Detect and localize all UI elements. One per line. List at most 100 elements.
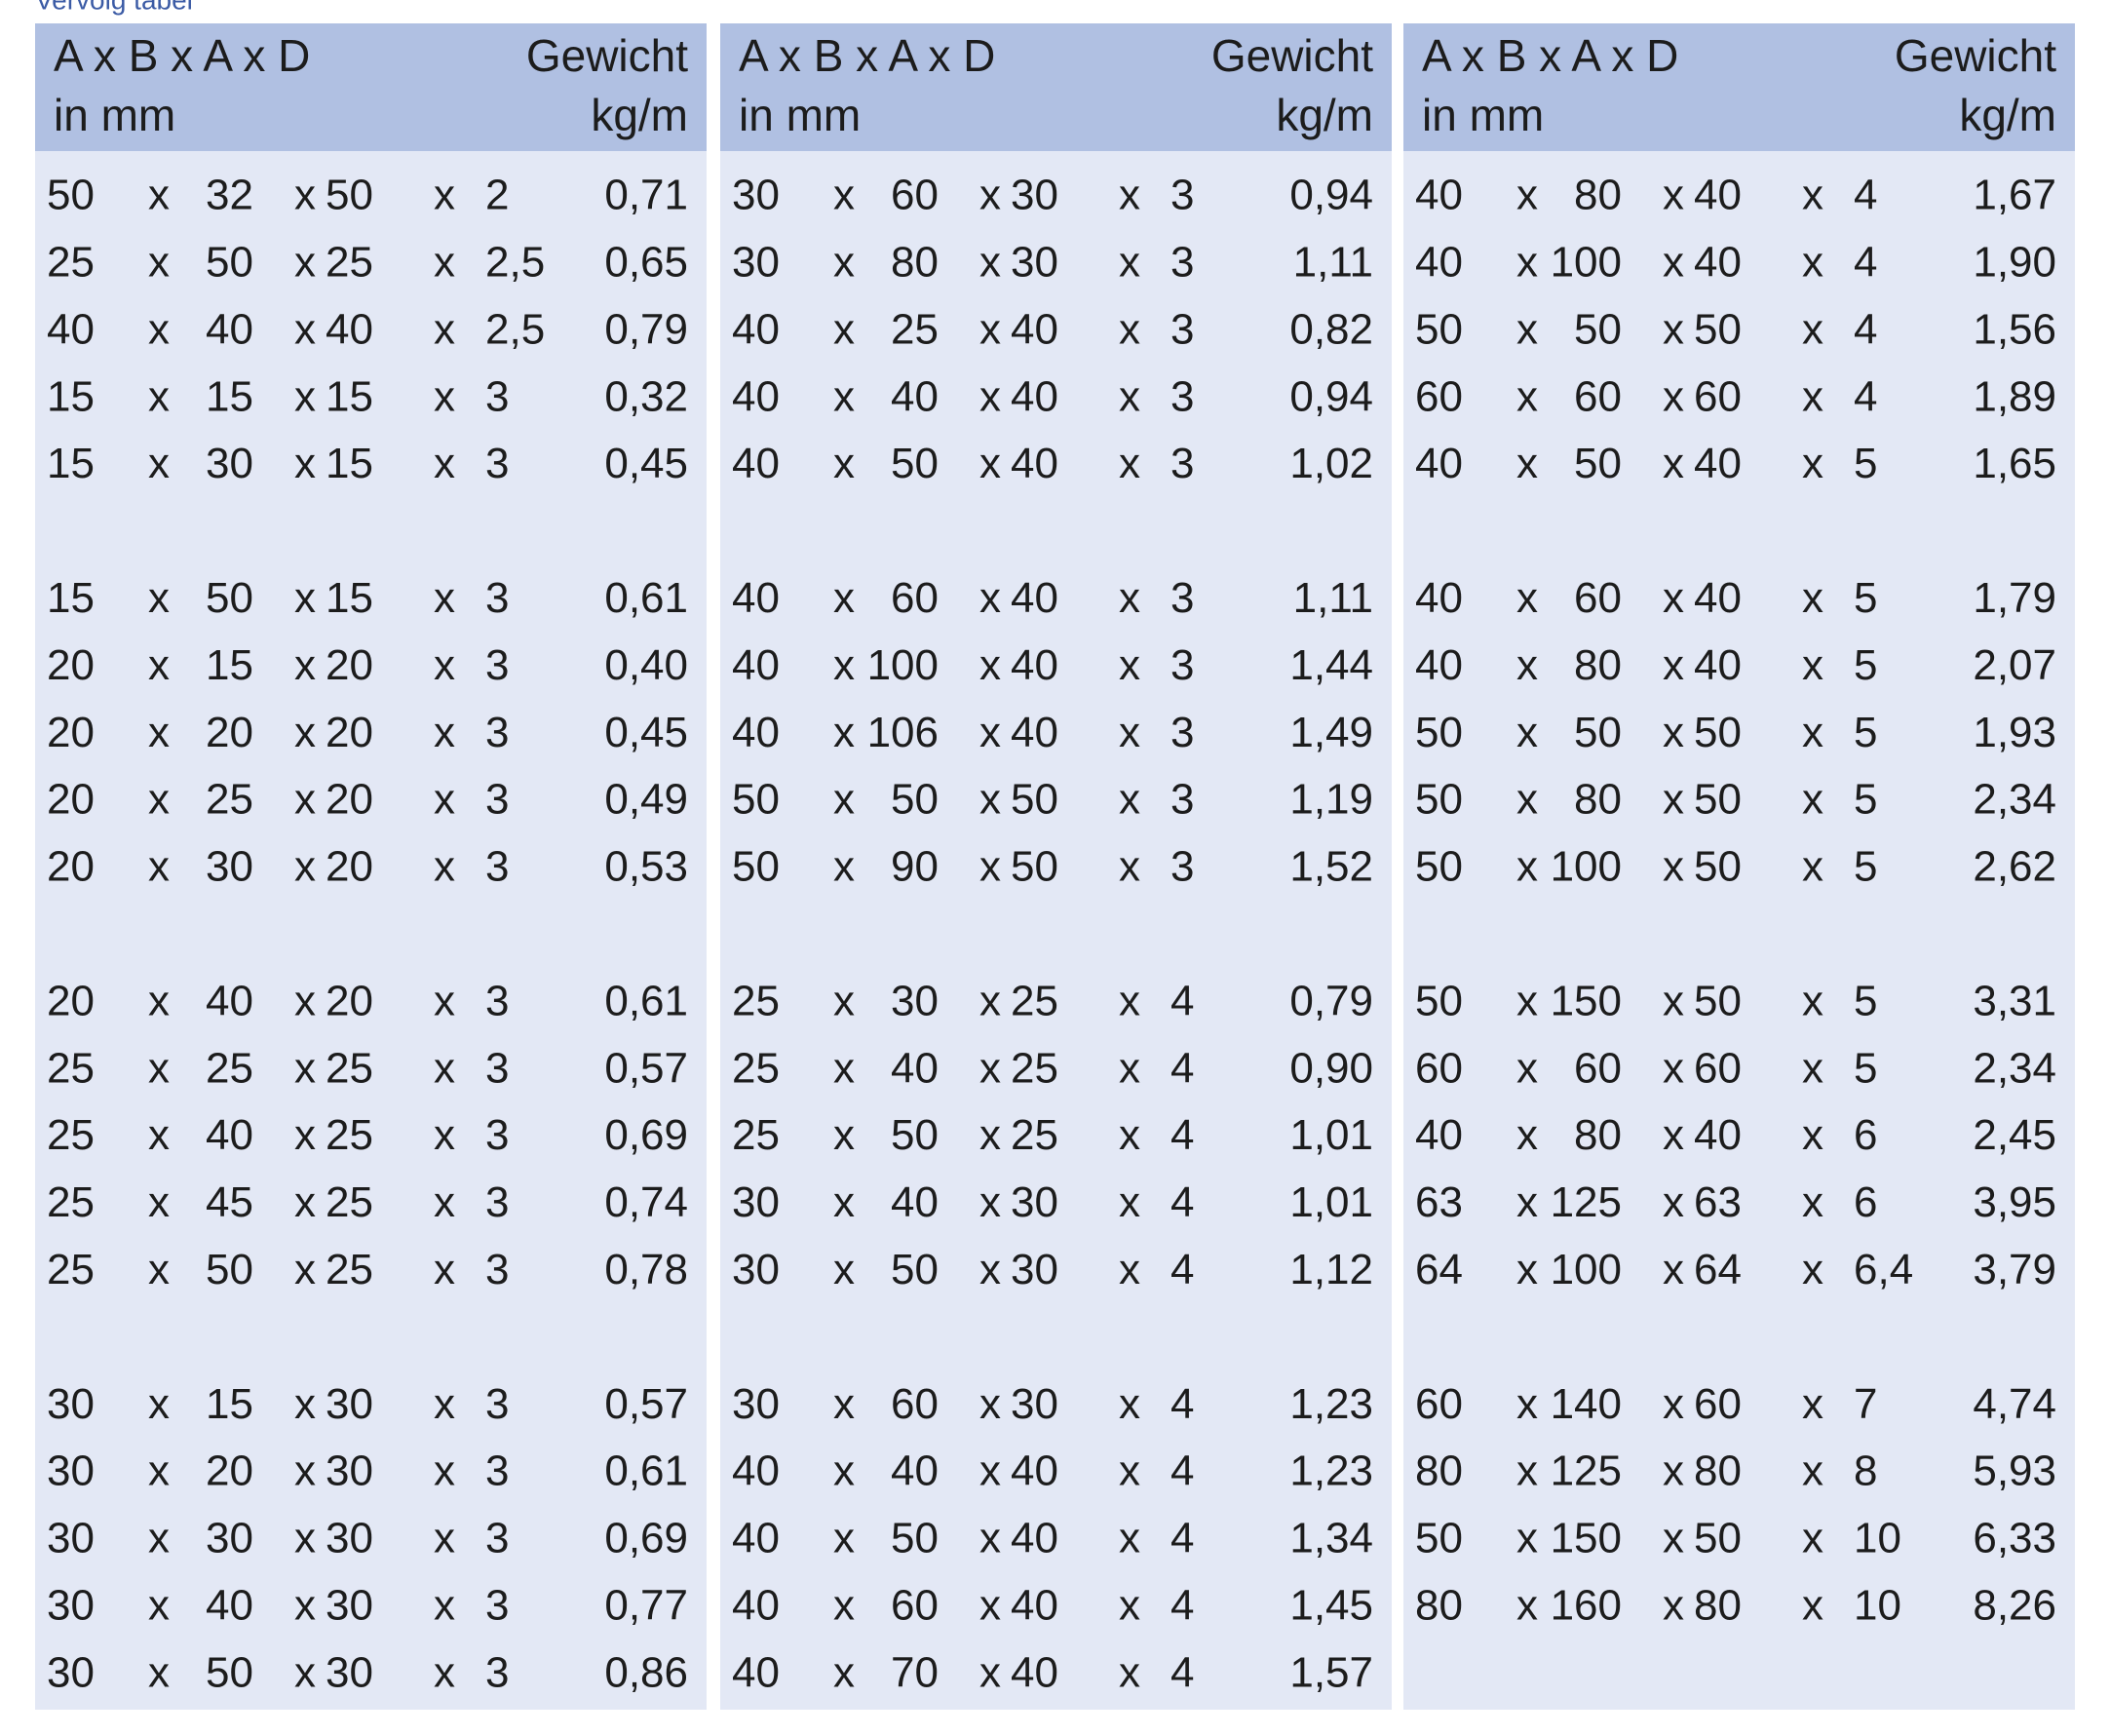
separator: x	[979, 1044, 1001, 1092]
dim-a2: 40	[1011, 372, 1058, 420]
dim-b: 60	[1574, 574, 1622, 622]
separator: x	[148, 843, 170, 891]
separator: x	[1663, 1044, 1684, 1092]
dim-b: 50	[891, 776, 939, 824]
dim-b: 80	[891, 239, 939, 287]
separator: x	[1516, 1246, 1538, 1293]
weight: 0,61	[604, 977, 688, 1024]
weight: 2,07	[1973, 641, 2056, 689]
dim-d: 4	[1854, 239, 1877, 287]
weight: 0,94	[1289, 372, 1373, 420]
weight: 2,34	[1973, 1044, 2056, 1092]
dim-b: 32	[206, 172, 253, 219]
dim-b: 125	[1551, 1447, 1622, 1495]
dim-b: 50	[1574, 440, 1622, 487]
dim-a: 80	[1415, 1447, 1463, 1495]
separator: x	[434, 440, 455, 487]
separator: x	[1802, 1380, 1823, 1428]
dim-d: 2	[485, 172, 509, 219]
separator: x	[1516, 1447, 1538, 1495]
header-weight-unit: kg/m	[591, 90, 688, 140]
dim-b: 80	[1574, 776, 1622, 824]
header-weight-unit: kg/m	[1959, 90, 2056, 140]
dim-b: 100	[1551, 843, 1622, 891]
weight: 0,61	[604, 1447, 688, 1495]
dim-d: 4	[1170, 1648, 1194, 1696]
dim-a: 40	[1415, 172, 1463, 219]
separator: x	[1663, 305, 1684, 353]
dim-b: 15	[206, 1380, 253, 1428]
weight: 1,01	[1289, 1178, 1373, 1226]
separator: x	[434, 1380, 455, 1428]
header-weight: Gewicht	[526, 30, 688, 81]
dim-d: 4	[1170, 1044, 1194, 1092]
dim-a: 40	[47, 305, 95, 353]
separator: x	[294, 1515, 316, 1562]
separator: x	[148, 1447, 170, 1495]
dim-d: 4	[1170, 1111, 1194, 1159]
dim-d: 4	[1170, 1178, 1194, 1226]
dim-a: 25	[47, 1246, 95, 1293]
separator: x	[1119, 1246, 1140, 1293]
dim-b: 40	[206, 305, 253, 353]
dim-d: 3	[485, 1178, 509, 1226]
weight: 0,65	[604, 239, 688, 287]
dim-a: 15	[47, 440, 95, 487]
separator: x	[979, 1246, 1001, 1293]
dim-a2: 25	[1011, 1044, 1058, 1092]
dim-b: 125	[1551, 1178, 1622, 1226]
dim-d: 3	[485, 1515, 509, 1562]
separator: x	[833, 172, 855, 219]
dim-d: 5	[1854, 574, 1877, 622]
separator: x	[833, 1582, 855, 1630]
separator: x	[979, 843, 1001, 891]
dim-b: 25	[206, 1044, 253, 1092]
separator: x	[1516, 440, 1538, 487]
separator: x	[294, 709, 316, 756]
separator: x	[1119, 305, 1140, 353]
dim-d: 3	[485, 641, 509, 689]
dim-d: 3	[1170, 372, 1194, 420]
dim-d: 2,5	[485, 239, 545, 287]
dim-a2: 30	[1011, 1246, 1058, 1293]
dim-b: 30	[206, 440, 253, 487]
dim-a2: 50	[1011, 776, 1058, 824]
separator: x	[1516, 1380, 1538, 1428]
dim-d: 5	[1854, 977, 1877, 1024]
dim-b: 150	[1551, 977, 1622, 1024]
dim-b: 40	[891, 1447, 939, 1495]
dim-b: 20	[206, 709, 253, 756]
dim-d: 8	[1854, 1447, 1877, 1495]
separator: x	[434, 372, 455, 420]
separator: x	[1802, 1044, 1823, 1092]
dim-a2: 25	[326, 1246, 373, 1293]
dim-a2: 40	[1694, 641, 1742, 689]
weight: 0,78	[604, 1246, 688, 1293]
dim-a2: 15	[326, 574, 373, 622]
weight: 0,45	[604, 709, 688, 756]
dim-b: 40	[206, 1582, 253, 1630]
dim-a: 30	[47, 1648, 95, 1696]
panel-header	[35, 23, 707, 151]
dim-b: 40	[891, 372, 939, 420]
separator: x	[148, 709, 170, 756]
separator: x	[434, 1246, 455, 1293]
weight: 1,93	[1973, 709, 2056, 756]
separator: x	[979, 1447, 1001, 1495]
dim-d: 3	[1170, 440, 1194, 487]
dim-a2: 25	[326, 1044, 373, 1092]
header-dims: A x B x A x D	[739, 30, 995, 81]
weight: 0,57	[604, 1380, 688, 1428]
dim-a: 30	[732, 239, 780, 287]
weight: 0,57	[604, 1044, 688, 1092]
dim-a2: 63	[1694, 1178, 1742, 1226]
dim-b: 80	[1574, 172, 1622, 219]
separator: x	[833, 1246, 855, 1293]
dim-b: 50	[891, 440, 939, 487]
header-dims: A x B x A x D	[54, 30, 310, 81]
separator: x	[434, 641, 455, 689]
dim-a2: 15	[326, 440, 373, 487]
separator: x	[434, 172, 455, 219]
dim-a2: 20	[326, 843, 373, 891]
weight: 3,95	[1973, 1178, 2056, 1226]
